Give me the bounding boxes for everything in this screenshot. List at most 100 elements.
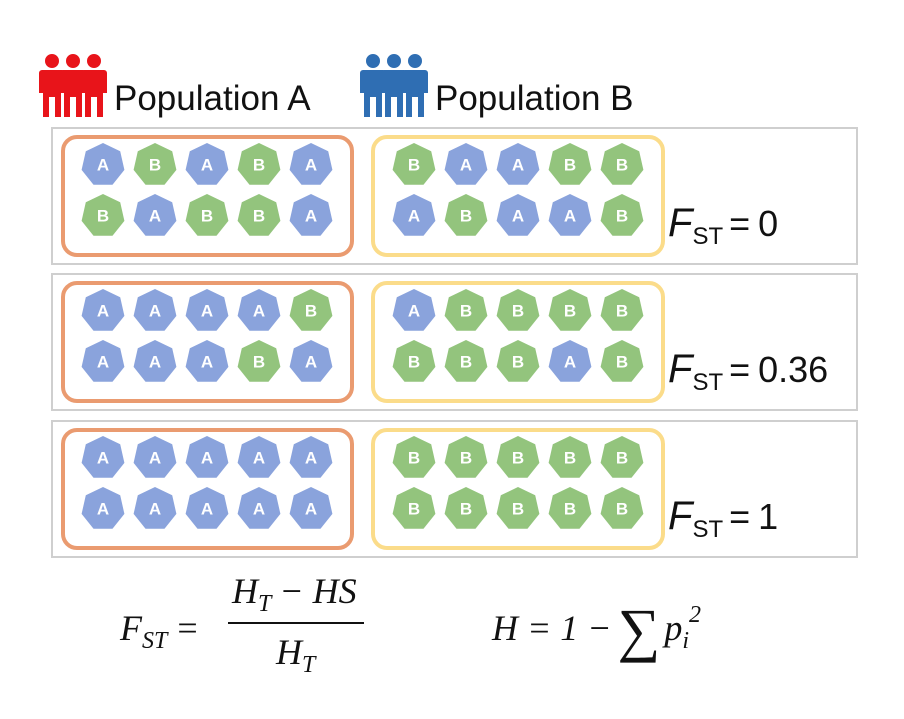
allele-label: A (97, 449, 109, 468)
fst-subscript: ST (692, 516, 723, 543)
allele-token (81, 143, 125, 185)
formula-text: FST = (119, 608, 198, 654)
row-panel: A A A A B A A A B A A B B B B B B B A B FST = 0.36 (51, 273, 858, 411)
population-b-box (371, 428, 665, 550)
fst-label: FST = 0 (668, 201, 778, 250)
allele-token (237, 340, 281, 382)
allele-label: B (564, 449, 576, 468)
allele-token (289, 289, 333, 331)
allele-label: A (253, 500, 265, 519)
fst-relation: = (729, 496, 750, 537)
allele-label: B (512, 449, 524, 468)
allele-token (392, 194, 436, 236)
allele-label: B (408, 353, 420, 372)
allele-token (237, 436, 281, 478)
allele-token (600, 487, 644, 529)
allele-token (548, 436, 592, 478)
fst-label: FST = 0.36 (668, 347, 828, 396)
allele-label: B (201, 207, 213, 226)
fst-symbol: F (668, 494, 695, 538)
fst-value: 0.36 (758, 349, 828, 390)
allele-token (133, 289, 177, 331)
allele-label: A (512, 207, 524, 226)
allele-label: B (253, 353, 265, 372)
allele-label: B (564, 500, 576, 519)
population-a-box (61, 281, 354, 403)
allele-label: B (460, 353, 472, 372)
panel-frame (51, 273, 858, 411)
allele-label: A (408, 207, 420, 226)
allele-token (185, 436, 229, 478)
allele-token (237, 143, 281, 185)
allele-label: A (149, 353, 161, 372)
allele-label: B (616, 302, 628, 321)
allele-label: B (616, 156, 628, 175)
allele-token (496, 436, 540, 478)
allele-label: A (97, 302, 109, 321)
allele-token (133, 487, 177, 529)
fst-relation: = (729, 203, 750, 244)
allele-token (81, 340, 125, 382)
panel-frame (51, 420, 858, 558)
allele-token (185, 143, 229, 185)
allele-token (185, 340, 229, 382)
allele-token (444, 143, 488, 185)
allele-token (392, 436, 436, 478)
icon-population-b (360, 54, 428, 117)
allele-label: A (201, 156, 213, 175)
allele-label: A (149, 500, 161, 519)
allele-label: A (305, 449, 317, 468)
allele-token (81, 194, 125, 236)
allele-label: B (512, 302, 524, 321)
row-panel: A A A A A A A A A A B B B B B B B B B B FST = 1 (51, 420, 858, 558)
allele-label: A (408, 302, 420, 321)
allele-token (237, 289, 281, 331)
allele-token (444, 194, 488, 236)
allele-token (81, 436, 125, 478)
allele-token (289, 143, 333, 185)
allele-token (548, 340, 592, 382)
allele-label: A (201, 302, 213, 321)
allele-label: B (460, 207, 472, 226)
formula-fst: FST = HT − HS HT (119, 571, 364, 678)
allele-label: B (460, 302, 472, 321)
allele-label: B (408, 500, 420, 519)
icon-population-a (39, 54, 107, 117)
allele-label: A (460, 156, 472, 175)
allele-token (237, 487, 281, 529)
allele-label: A (149, 302, 161, 321)
allele-token (600, 340, 644, 382)
allele-token (133, 436, 177, 478)
allele-label: B (253, 207, 265, 226)
fst-relation: = (729, 349, 750, 390)
allele-label: B (408, 449, 420, 468)
allele-label: B (616, 353, 628, 372)
population-b-box (371, 135, 665, 257)
allele-token (392, 487, 436, 529)
allele-label: A (512, 156, 524, 175)
allele-label: B (564, 302, 576, 321)
allele-token (133, 340, 177, 382)
allele-token (444, 289, 488, 331)
allele-label: B (460, 449, 472, 468)
allele-token (496, 340, 540, 382)
allele-label: A (564, 207, 576, 226)
allele-label: A (305, 207, 317, 226)
allele-token (185, 487, 229, 529)
allele-token (548, 194, 592, 236)
formula-heterozygosity: H = 1 − ∑ pi2 (491, 597, 701, 663)
allele-token (392, 143, 436, 185)
allele-label: A (149, 207, 161, 226)
allele-token (237, 194, 281, 236)
allele-token (185, 194, 229, 236)
population-b-box (371, 281, 665, 403)
allele-label: B (564, 156, 576, 175)
formula-text: H = 1 − ∑ pi2 (491, 597, 701, 663)
allele-label: A (564, 353, 576, 372)
formula-text: HT − HS (231, 571, 357, 617)
allele-label: A (201, 449, 213, 468)
allele-label: B (616, 207, 628, 226)
allele-label: B (512, 500, 524, 519)
allele-token (548, 289, 592, 331)
